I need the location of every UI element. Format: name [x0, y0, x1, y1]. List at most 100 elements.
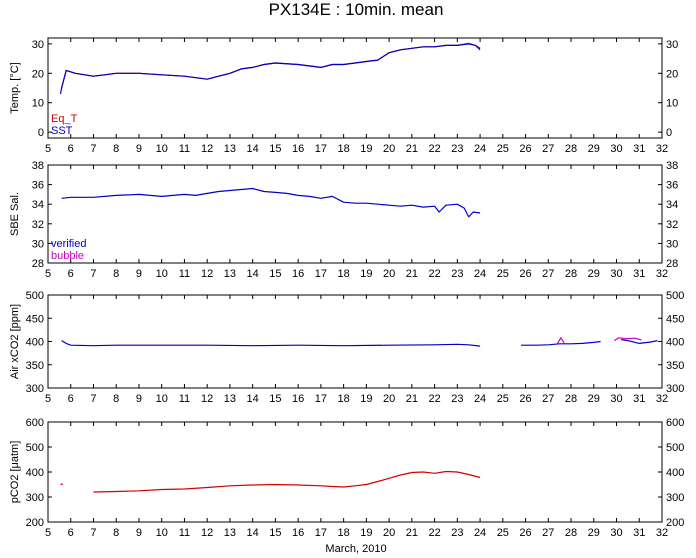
series-line-1-1 — [60, 483, 63, 486]
x-tick-label: 18 — [338, 268, 350, 280]
x-tick-label: 12 — [201, 527, 213, 539]
series-line-verified-1 — [61, 187, 481, 218]
x-tick-label: 8 — [113, 527, 119, 539]
x-tick-label: 7 — [90, 393, 96, 405]
x-tick-label: 5 — [45, 527, 51, 539]
y-tick-label: 600 — [666, 417, 684, 429]
x-tick-label: 24 — [474, 143, 486, 155]
x-tick-label: 30 — [610, 268, 622, 280]
panel-1: 5 6 7 8 9 10 11 12 13 14 15 16 17 18 19 20 21 22 23 24 25 26 2… — [9, 37, 678, 155]
series-line-2-1 — [556, 337, 565, 345]
x-tick-label: 17 — [315, 268, 327, 280]
x-tick-label: 7 — [90, 143, 96, 155]
y-tick-label: 200 — [26, 517, 44, 529]
x-tick-label: 13 — [224, 393, 236, 405]
x-tick-label: 15 — [269, 268, 281, 280]
x-tick-label: 9 — [136, 143, 142, 155]
y-tick-label: 38 — [32, 160, 44, 172]
x-tick-label: 15 — [269, 393, 281, 405]
x-tick-label: 10 — [156, 527, 168, 539]
plot-frame — [47, 164, 663, 264]
x-tick-label: 28 — [565, 143, 577, 155]
x-tick-label: 15 — [269, 527, 281, 539]
y-tick-label: 10 — [32, 98, 44, 110]
y-tick-label: 34 — [666, 199, 678, 211]
x-tick-label: 26 — [519, 268, 531, 280]
x-tick-label: 31 — [633, 527, 645, 539]
x-tick-label: 24 — [474, 527, 486, 539]
x-tick-label: 13 — [224, 268, 236, 280]
x-tick-label: 15 — [269, 143, 281, 155]
x-tick-label: 16 — [292, 143, 304, 155]
x-tick-label: 6 — [68, 143, 74, 155]
x-tick-label: 30 — [610, 393, 622, 405]
x-tick-label: 32 — [656, 527, 668, 539]
x-tick-label: 27 — [542, 393, 554, 405]
x-tick-label: 19 — [360, 143, 372, 155]
x-tick-label: 19 — [360, 527, 372, 539]
y-tick-label: 0 — [38, 127, 44, 139]
x-tick-label: 21 — [406, 143, 418, 155]
y-tick-label: 20 — [666, 68, 678, 80]
x-tick-label: 11 — [179, 527, 190, 539]
panel-4: 5 6 7 8 9 10 11 12 13 14 15 16 17 18 19 20 21 22 23 24 25 26 2… — [9, 417, 684, 539]
x-tick-label: 22 — [428, 393, 440, 405]
x-tick-label: 11 — [179, 268, 190, 280]
x-axis-label: March, 2010 — [325, 543, 386, 555]
y-axis-label: pCO2 [μatm] — [9, 441, 21, 504]
y-tick-label: 20 — [32, 68, 44, 80]
panels: 5 6 7 8 9 10 11 12 13 14 15 16 17 18 19 20 21 22 23 24 25 26 2… — [9, 37, 684, 539]
x-tick-label: 30 — [610, 143, 622, 155]
y-tick-label: 36 — [32, 180, 44, 192]
x-tick-label: 31 — [633, 268, 645, 280]
x-tick-label: 12 — [201, 268, 213, 280]
x-tick-label: 25 — [497, 393, 509, 405]
y-tick-label: 28 — [666, 258, 678, 270]
x-tick-label: 21 — [406, 268, 418, 280]
x-tick-label: 20 — [383, 143, 395, 155]
x-tick-label: 29 — [588, 143, 600, 155]
x-tick-label: 16 — [292, 393, 304, 405]
legend-entry: bubble — [51, 250, 84, 262]
x-tick-label: 27 — [542, 268, 554, 280]
x-tick-label: 18 — [338, 143, 350, 155]
y-tick-label: 32 — [32, 219, 44, 231]
series-line-eq-t-1 — [61, 42, 481, 89]
x-tick-label: 24 — [474, 393, 486, 405]
x-tick-label: 18 — [338, 527, 350, 539]
x-tick-label: 17 — [315, 527, 327, 539]
y-tick-label: 30 — [32, 238, 44, 250]
y-tick-label: 300 — [26, 492, 44, 504]
x-tick-label: 32 — [656, 143, 668, 155]
y-tick-label: 400 — [26, 337, 44, 349]
x-tick-label: 14 — [247, 143, 259, 155]
y-tick-label: 500 — [26, 442, 44, 454]
x-tick-label: 6 — [68, 268, 74, 280]
x-tick-label: 25 — [497, 268, 509, 280]
chart-title: PX134E : 10min. mean — [269, 0, 444, 19]
x-tick-label: 16 — [292, 527, 304, 539]
y-tick-label: 400 — [666, 467, 684, 479]
x-tick-label: 20 — [383, 268, 395, 280]
x-tick-label: 29 — [588, 527, 600, 539]
x-tick-label: 10 — [156, 393, 168, 405]
legend-entry: Eq_T — [51, 113, 78, 125]
x-tick-label: 8 — [113, 143, 119, 155]
x-tick-label: 5 — [45, 268, 51, 280]
x-tick-label: 9 — [136, 393, 142, 405]
x-tick-label: 10 — [156, 143, 168, 155]
x-tick-label: 22 — [428, 527, 440, 539]
y-tick-label: 450 — [26, 313, 44, 325]
x-tick-label: 17 — [315, 143, 327, 155]
y-tick-label: 400 — [26, 467, 44, 479]
plot-frame — [47, 294, 663, 389]
x-tick-label: 19 — [360, 268, 372, 280]
series-line-2-2 — [613, 337, 642, 342]
x-tick-label: 14 — [247, 527, 259, 539]
plot-frame — [47, 37, 663, 139]
x-tick-label: 31 — [633, 143, 645, 155]
y-tick-label: 300 — [26, 383, 44, 395]
x-tick-label: 21 — [406, 393, 418, 405]
x-tick-label: 19 — [360, 393, 372, 405]
